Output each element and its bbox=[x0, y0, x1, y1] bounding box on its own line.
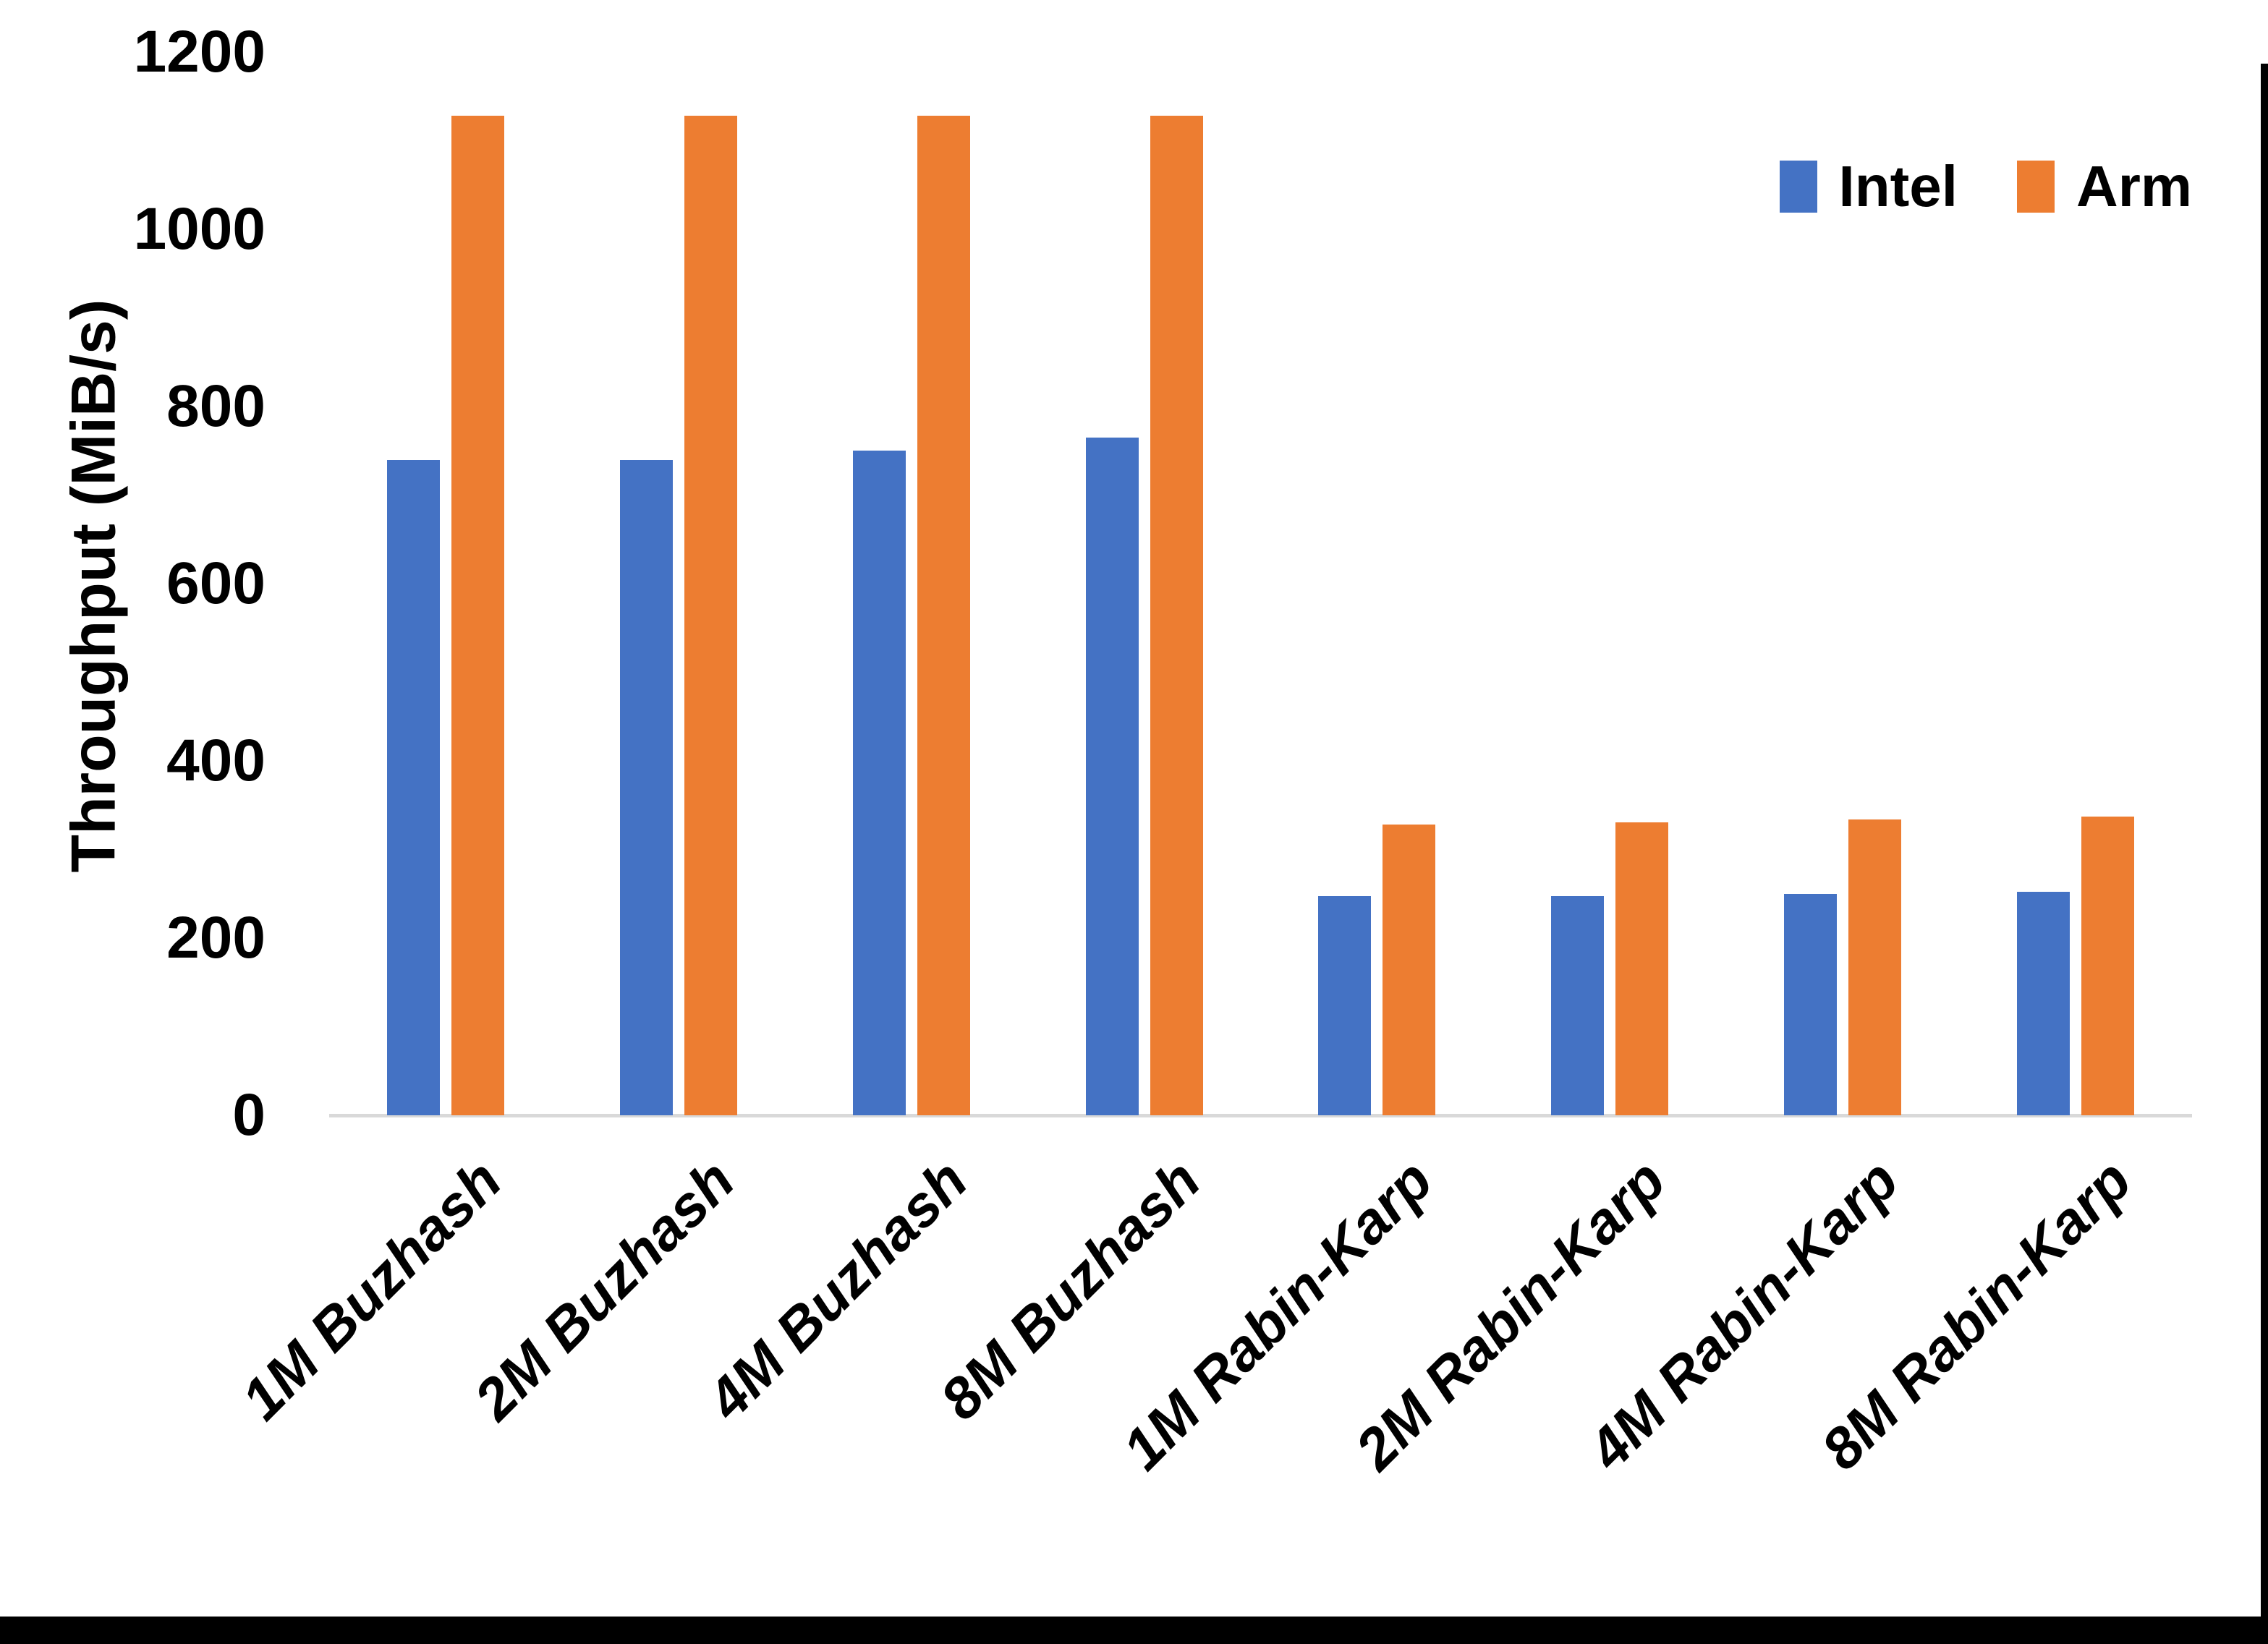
x-tick-label: 8M Buzhash bbox=[927, 1147, 1212, 1432]
bar-arm-8m-rabin-karp bbox=[2081, 817, 2135, 1115]
y-tick-label: 1200 bbox=[133, 19, 266, 85]
x-tick-label: 2M Rabin-Karp bbox=[1343, 1147, 1678, 1482]
bar-intel-8m-buzhash bbox=[1085, 437, 1139, 1115]
y-tick-label: 400 bbox=[166, 728, 266, 793]
legend-label-intel: Intel bbox=[1838, 154, 1958, 218]
x-tick-label: 1M Buzhash bbox=[229, 1147, 514, 1432]
legend-label-arm: Arm bbox=[2076, 154, 2192, 218]
y-tick-label: 1000 bbox=[133, 196, 266, 262]
y-tick-label: 800 bbox=[166, 373, 266, 439]
x-axis-line bbox=[329, 1114, 2192, 1117]
arm-series-swatch-icon bbox=[2016, 161, 2055, 213]
bar-intel-4m-rabin-karp bbox=[1784, 893, 1838, 1115]
x-tick-label: 8M Rabin-Karp bbox=[1809, 1147, 2144, 1482]
bar-intel-4m-buzhash bbox=[852, 451, 906, 1115]
bar-intel-1m-buzhash bbox=[386, 459, 440, 1115]
bar-arm-4m-buzhash bbox=[917, 116, 970, 1115]
x-tick-label: 4M Buzhash bbox=[695, 1147, 980, 1432]
page-edge-right bbox=[2261, 64, 2268, 1644]
intel-series-swatch-icon bbox=[1779, 161, 1817, 213]
legend-item-intel: Intel bbox=[1779, 154, 1958, 218]
y-axis-title: Throughput (MiB/s) bbox=[59, 299, 129, 873]
bar-intel-2m-rabin-karp bbox=[1551, 896, 1605, 1115]
bar-intel-8m-rabin-karp bbox=[2017, 892, 2070, 1115]
page-edge-bottom bbox=[0, 1617, 2268, 1644]
bar-arm-8m-buzhash bbox=[1150, 116, 1203, 1115]
bar-arm-2m-buzhash bbox=[684, 116, 737, 1115]
y-tick-label: 200 bbox=[166, 905, 266, 971]
legend-item-arm: Arm bbox=[2016, 154, 2192, 218]
x-tick-label: 4M Rabin-Karp bbox=[1576, 1147, 1911, 1482]
bar-intel-1m-rabin-karp bbox=[1318, 896, 1372, 1115]
bar-intel-2m-buzhash bbox=[619, 459, 673, 1115]
x-tick-label: 1M Rabin-Karp bbox=[1110, 1147, 1445, 1482]
bar-arm-1m-buzhash bbox=[451, 116, 504, 1115]
y-tick-label: 600 bbox=[166, 550, 266, 616]
legend: Intel Arm bbox=[1779, 154, 2192, 218]
x-tick-label: 2M Buzhash bbox=[462, 1147, 747, 1432]
bar-arm-2m-rabin-karp bbox=[1615, 822, 1669, 1115]
bar-arm-4m-rabin-karp bbox=[1848, 819, 1902, 1115]
y-tick-label: 0 bbox=[232, 1082, 266, 1148]
bar-arm-1m-rabin-karp bbox=[1383, 825, 1436, 1115]
